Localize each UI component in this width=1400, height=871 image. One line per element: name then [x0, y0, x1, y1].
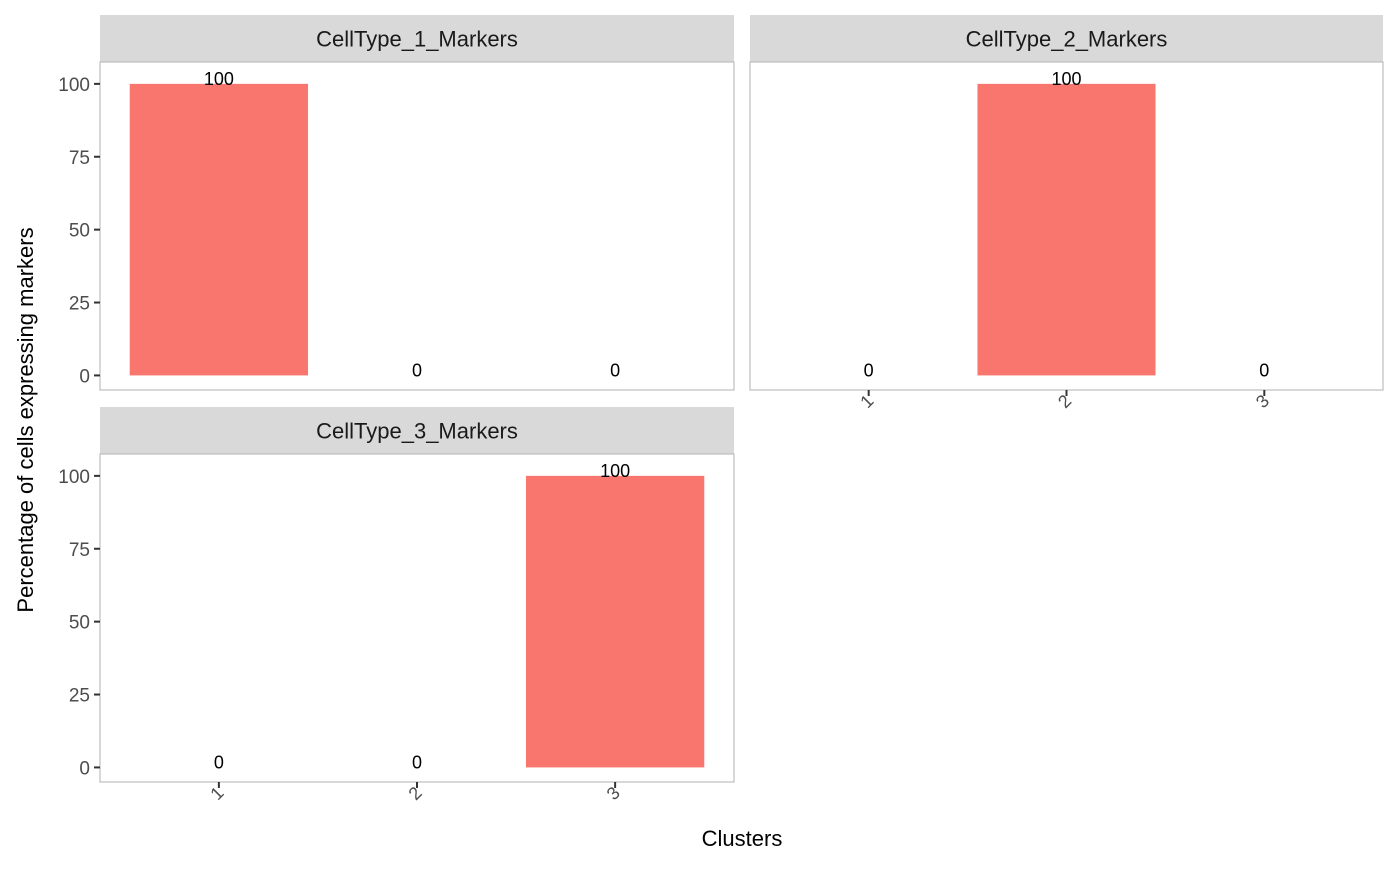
- y-tick-label: 100: [58, 75, 90, 96]
- facet-title: CellType_1_Markers: [316, 27, 518, 52]
- y-tick-label: 75: [69, 540, 90, 561]
- x-tick-label: 3: [603, 783, 624, 804]
- x-tick-label: 2: [405, 783, 426, 804]
- facet-title: CellType_3_Markers: [316, 419, 518, 444]
- y-tick-label: 0: [79, 758, 90, 779]
- data-label: 100: [1051, 69, 1081, 89]
- bar: [129, 83, 309, 376]
- x-tick-label: 1: [856, 391, 877, 412]
- data-label: 0: [1259, 360, 1269, 380]
- y-axis-title: Percentage of cells expressing markers: [13, 227, 38, 612]
- y-tick-label: 50: [69, 221, 90, 242]
- facet-strip: [100, 15, 734, 62]
- facet-strip: [100, 407, 734, 454]
- x-tick-label: 1: [206, 783, 227, 804]
- y-tick-label: 100: [58, 467, 90, 488]
- data-label: 0: [864, 360, 874, 380]
- facet-panel: CellType_2_Markers 0 100 0 1 2 3: [749, 15, 1384, 412]
- data-label: 100: [204, 69, 234, 89]
- facet-title: CellType_2_Markers: [966, 27, 1168, 52]
- facet-panel: CellType_1_Markers 100 0 0 0 25 50 75 100: [58, 15, 735, 391]
- data-label: 0: [214, 752, 224, 772]
- bar: [977, 83, 1156, 376]
- y-tick-label: 25: [69, 686, 90, 707]
- x-axis-title: Clusters: [702, 826, 783, 851]
- y-tick-label: 0: [79, 366, 90, 387]
- panel-border: [99, 61, 735, 391]
- y-tick-label: 50: [69, 613, 90, 634]
- y-tick-label: 75: [69, 148, 90, 169]
- data-label: 0: [610, 360, 620, 380]
- x-tick-label: 3: [1252, 391, 1273, 412]
- bar: [525, 475, 705, 768]
- facet-strip: [750, 15, 1383, 62]
- data-label: 100: [600, 461, 630, 481]
- data-label: 0: [412, 752, 422, 772]
- y-tick-label: 25: [69, 294, 90, 315]
- facet-panel: CellType_3_Markers 0 0 100 0 25 50 75 100 1 2 3: [58, 407, 735, 804]
- x-tick-label: 2: [1054, 391, 1075, 412]
- data-label: 0: [412, 360, 422, 380]
